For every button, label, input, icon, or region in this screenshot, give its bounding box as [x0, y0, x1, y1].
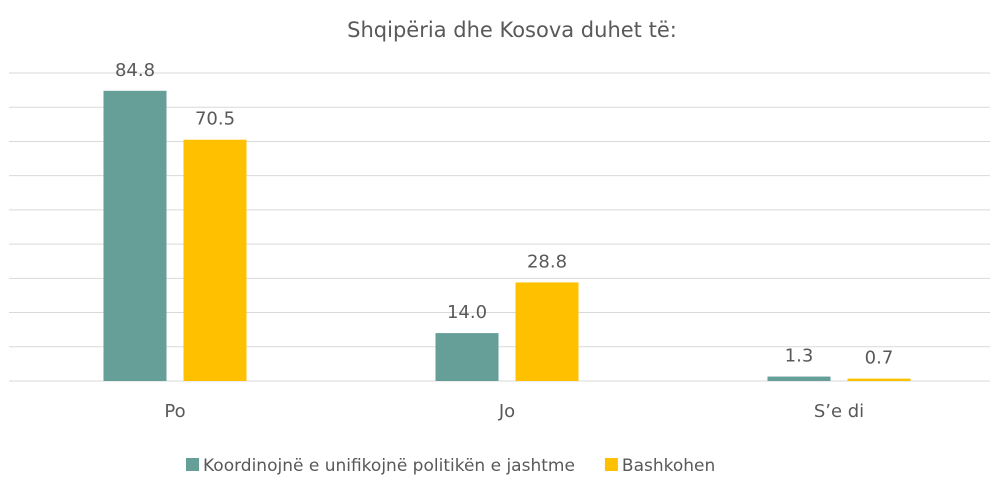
bar: [103, 90, 167, 381]
bar: [435, 333, 499, 381]
value-label: 70.5: [195, 109, 235, 130]
bar: [183, 139, 247, 381]
value-label: 0.7: [865, 348, 894, 369]
x-tick-label: S’e di: [814, 401, 864, 422]
value-label: 1.3: [785, 346, 814, 367]
bar: [847, 378, 911, 381]
x-tick-label: Po: [164, 401, 185, 422]
value-label: 84.8: [115, 60, 155, 81]
legend-swatch: [186, 458, 199, 471]
x-tick-label: Jo: [498, 401, 515, 422]
chart-title: Shqipëria dhe Kosova duhet të:: [347, 18, 677, 42]
legend-label: Bashkohen: [622, 456, 715, 476]
value-label: 14.0: [447, 302, 487, 323]
legend-label: Koordinojnë e unifikojnë politikën e jas…: [203, 456, 575, 476]
value-label: 28.8: [527, 251, 567, 272]
legend-swatch: [604, 458, 618, 471]
bar: [515, 282, 579, 381]
bar: [767, 376, 831, 381]
